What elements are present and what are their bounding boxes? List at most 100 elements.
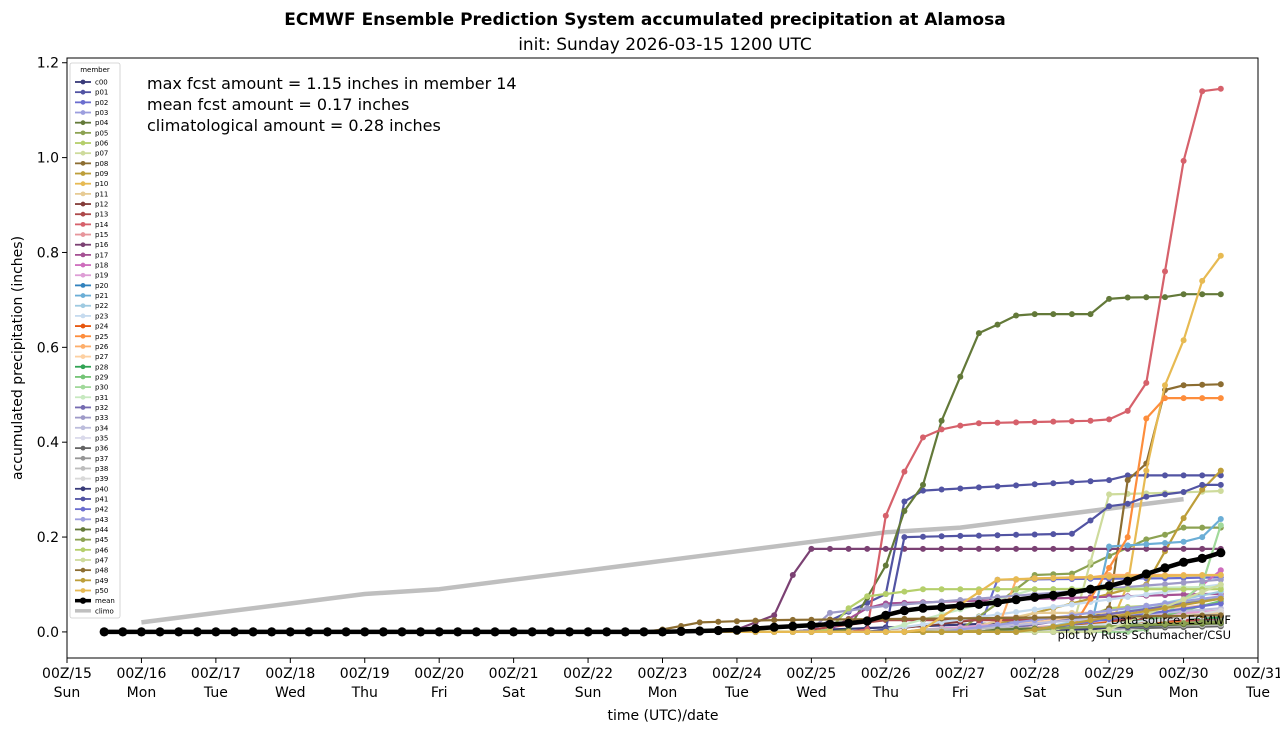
mean-series-point bbox=[657, 627, 668, 637]
member-series-p46-point bbox=[882, 591, 889, 597]
mean-series-point bbox=[713, 625, 723, 636]
member-series-p48-point bbox=[1143, 613, 1150, 620]
legend-label: p19 bbox=[95, 272, 108, 280]
mean-series bbox=[99, 548, 1226, 637]
member-series-p50-point bbox=[808, 628, 815, 635]
member-series-p33-point bbox=[1199, 578, 1206, 585]
legend-entry-p02: p02 bbox=[75, 99, 108, 107]
member-series-p14-point bbox=[1087, 417, 1094, 424]
member-series-p42-point bbox=[1199, 603, 1206, 610]
member-series-p25-point bbox=[1143, 415, 1150, 422]
member-series-p18-point bbox=[1217, 567, 1224, 574]
member-series-p04-point bbox=[957, 373, 964, 380]
member-series-p04-point bbox=[1013, 312, 1020, 319]
member-series-p45-point bbox=[1087, 624, 1094, 631]
legend-swatch-marker bbox=[80, 150, 86, 156]
x-tick-label: 00Z/19 bbox=[340, 666, 390, 682]
member-series-p48-point bbox=[957, 615, 964, 622]
member-series-p46-point bbox=[920, 586, 926, 593]
member-series-p01-point bbox=[1068, 479, 1075, 486]
member-series-p16-point bbox=[1031, 545, 1038, 552]
member-series-p01-point bbox=[1180, 472, 1187, 479]
legend-entry-mean: mean bbox=[75, 597, 115, 605]
member-series-p16-point bbox=[957, 545, 964, 552]
legend-swatch-marker bbox=[80, 160, 86, 166]
member-series-p47-point bbox=[1199, 589, 1206, 595]
member-series-p48-point bbox=[994, 615, 1001, 621]
legend-label: p13 bbox=[95, 211, 108, 219]
x-tick-label: 00Z/29 bbox=[1084, 666, 1134, 682]
mean-series-point bbox=[341, 627, 351, 637]
member-series-p46-point bbox=[1143, 586, 1150, 593]
legend-entry-p47: p47 bbox=[75, 556, 108, 564]
legend-swatch-marker bbox=[80, 120, 86, 126]
member-series-p05-point bbox=[1162, 531, 1168, 538]
member-series-p50-point bbox=[975, 589, 982, 596]
legend-label: p21 bbox=[95, 292, 108, 300]
member-series-p23-point bbox=[920, 621, 926, 628]
legend-entry-p39: p39 bbox=[75, 475, 108, 483]
mean-series-point bbox=[211, 627, 221, 637]
mean-series-point bbox=[1011, 595, 1021, 605]
legend-swatch-marker bbox=[80, 140, 86, 146]
legend-entry-c00: c00 bbox=[75, 79, 108, 87]
mean-series-point bbox=[118, 627, 128, 637]
legend-swatch-marker bbox=[80, 283, 86, 288]
mean-series-point bbox=[1085, 584, 1096, 594]
member-series-p49-point bbox=[1050, 623, 1057, 630]
member-series-p04-point bbox=[1031, 311, 1038, 318]
member-series-p50-point bbox=[864, 628, 871, 635]
member-series-p48-point bbox=[1162, 613, 1168, 619]
mean-series-point bbox=[490, 627, 500, 637]
member-series-p49-point bbox=[957, 628, 964, 635]
member-series-p16-point bbox=[938, 545, 945, 552]
member-series-p14-point bbox=[975, 420, 982, 427]
legend-swatch-marker bbox=[80, 99, 86, 105]
legend-swatch-marker bbox=[80, 516, 86, 522]
legend-swatch-marker bbox=[80, 344, 86, 349]
mean-amount-annotation: mean fcst amount = 0.17 inches bbox=[147, 95, 409, 114]
legend-label: p11 bbox=[95, 190, 108, 198]
legend-entry-p37: p37 bbox=[75, 455, 108, 463]
author-credit: plot by Russ Schumacher/CSU bbox=[1058, 628, 1231, 642]
member-series-p41-point bbox=[957, 532, 964, 539]
legend-entry-p33: p33 bbox=[75, 414, 108, 422]
mean-series-point bbox=[1141, 569, 1151, 579]
legend-swatch-marker bbox=[80, 130, 86, 136]
member-series-p07-point bbox=[1106, 491, 1113, 498]
legend-entry-p03: p03 bbox=[75, 109, 108, 117]
legend-entry-p30: p30 bbox=[75, 384, 108, 392]
member-series-p48-point bbox=[1180, 612, 1187, 619]
legend-swatch-marker bbox=[80, 425, 86, 431]
chart-title: ECMWF Ensemble Prediction System accumul… bbox=[284, 10, 1005, 30]
legend-entry-p05: p05 bbox=[75, 129, 108, 137]
member-series-p49-point bbox=[1217, 595, 1224, 602]
member-series-p50-point bbox=[920, 626, 926, 633]
member-series-p09-point bbox=[1217, 467, 1224, 474]
member-series-p47-point bbox=[1106, 626, 1113, 633]
legend-label: p22 bbox=[95, 302, 108, 310]
legend-entry-p09: p09 bbox=[75, 170, 108, 178]
member-series-p14-point bbox=[901, 468, 908, 475]
legend-swatch-marker bbox=[80, 537, 86, 543]
member-series-p01 bbox=[101, 472, 1224, 635]
y-axis: 0.0 0.2 0.4 0.6 0.8 1.0 1.2 bbox=[37, 56, 67, 641]
member-series-p21-point bbox=[1106, 543, 1113, 550]
member-series-p14-point bbox=[1162, 268, 1168, 275]
member-series-p43-point bbox=[1106, 607, 1113, 614]
legend-entry-p49: p49 bbox=[75, 577, 108, 585]
member-series-p04-point bbox=[1124, 294, 1131, 301]
legend-swatch-marker bbox=[80, 405, 86, 410]
member-series-p48-point bbox=[696, 619, 703, 626]
member-series-p04-point bbox=[1162, 294, 1168, 301]
mean-series-point bbox=[602, 627, 612, 637]
member-series-p48-point bbox=[1068, 614, 1075, 621]
legend-label: p30 bbox=[95, 384, 108, 392]
member-series-p04-point bbox=[1199, 291, 1206, 298]
legend-label: p38 bbox=[95, 465, 108, 473]
member-series-p47-point bbox=[1180, 596, 1187, 603]
member-series-p14-point bbox=[882, 512, 889, 519]
x-tick-label: 00Z/26 bbox=[861, 666, 911, 682]
member-series-p16-point bbox=[808, 545, 815, 552]
legend-entry-climo: climo bbox=[75, 607, 114, 615]
